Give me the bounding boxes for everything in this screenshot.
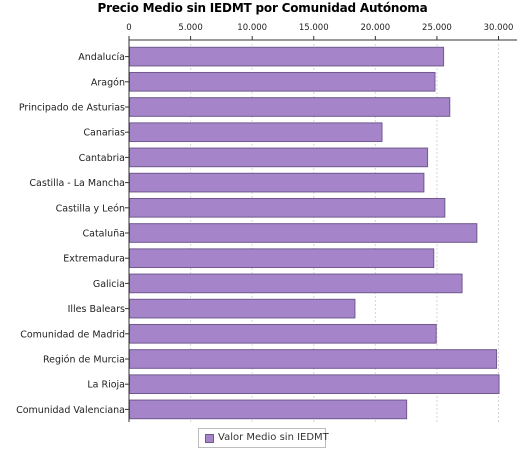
category-label: Extremadura <box>63 254 125 265</box>
x-tick-label: 20.000 <box>360 23 390 33</box>
category-label: Galicia <box>93 279 125 290</box>
bar <box>129 223 478 243</box>
x-tick-label: 5.000 <box>178 23 202 33</box>
bar <box>129 349 498 369</box>
x-tick-label: 0 <box>126 23 131 33</box>
legend-label: Valor Medio sin IEDMT <box>218 432 329 443</box>
bar <box>129 399 408 420</box>
category-label: Comunidad Valenciana <box>16 405 125 416</box>
bar <box>129 197 446 218</box>
bar <box>129 273 463 294</box>
axes <box>125 36 517 422</box>
bar <box>129 323 437 344</box>
bar <box>129 298 356 319</box>
category-label: Canarias <box>83 128 125 139</box>
category-label: Comunidad de Madrid <box>20 329 125 340</box>
x-tick-label: 10.000 <box>237 23 267 33</box>
category-label: Castilla y León <box>56 203 125 214</box>
category-label: Illes Balears <box>68 304 125 315</box>
bar <box>129 122 383 143</box>
category-label: Región de Murcia <box>43 355 125 366</box>
bar <box>129 147 429 168</box>
category-label: Principado de Asturias <box>19 103 125 114</box>
category-label: Aragón <box>91 77 125 88</box>
legend-swatch <box>205 434 214 443</box>
x-tick-label: 30.000 <box>484 23 514 33</box>
bar <box>129 248 435 269</box>
legend: Valor Medio sin IEDMT <box>198 428 329 448</box>
bar <box>129 172 425 193</box>
bar <box>129 71 436 92</box>
x-tick-labels: 0 5.000 10.000 15.000 20.000 25.000 30.000 <box>126 23 513 33</box>
category-label: Cataluña <box>82 229 125 240</box>
category-label: La Rioja <box>87 380 125 391</box>
category-label: Cantabria <box>79 153 125 164</box>
category-labels: Andalucía Aragón Principado de Asturias Can… <box>16 52 125 416</box>
bar <box>129 97 451 117</box>
category-label: Andalucía <box>78 52 125 63</box>
category-label: Castilla - La Mancha <box>29 178 125 189</box>
chart-title: Precio Medio sin IEDMT por Comunidad Aut… <box>97 1 428 15</box>
bars <box>129 46 500 420</box>
x-tick-label: 25.000 <box>422 23 452 33</box>
bar <box>129 374 500 395</box>
bar <box>129 46 445 67</box>
x-tick-label: 15.000 <box>299 23 329 33</box>
